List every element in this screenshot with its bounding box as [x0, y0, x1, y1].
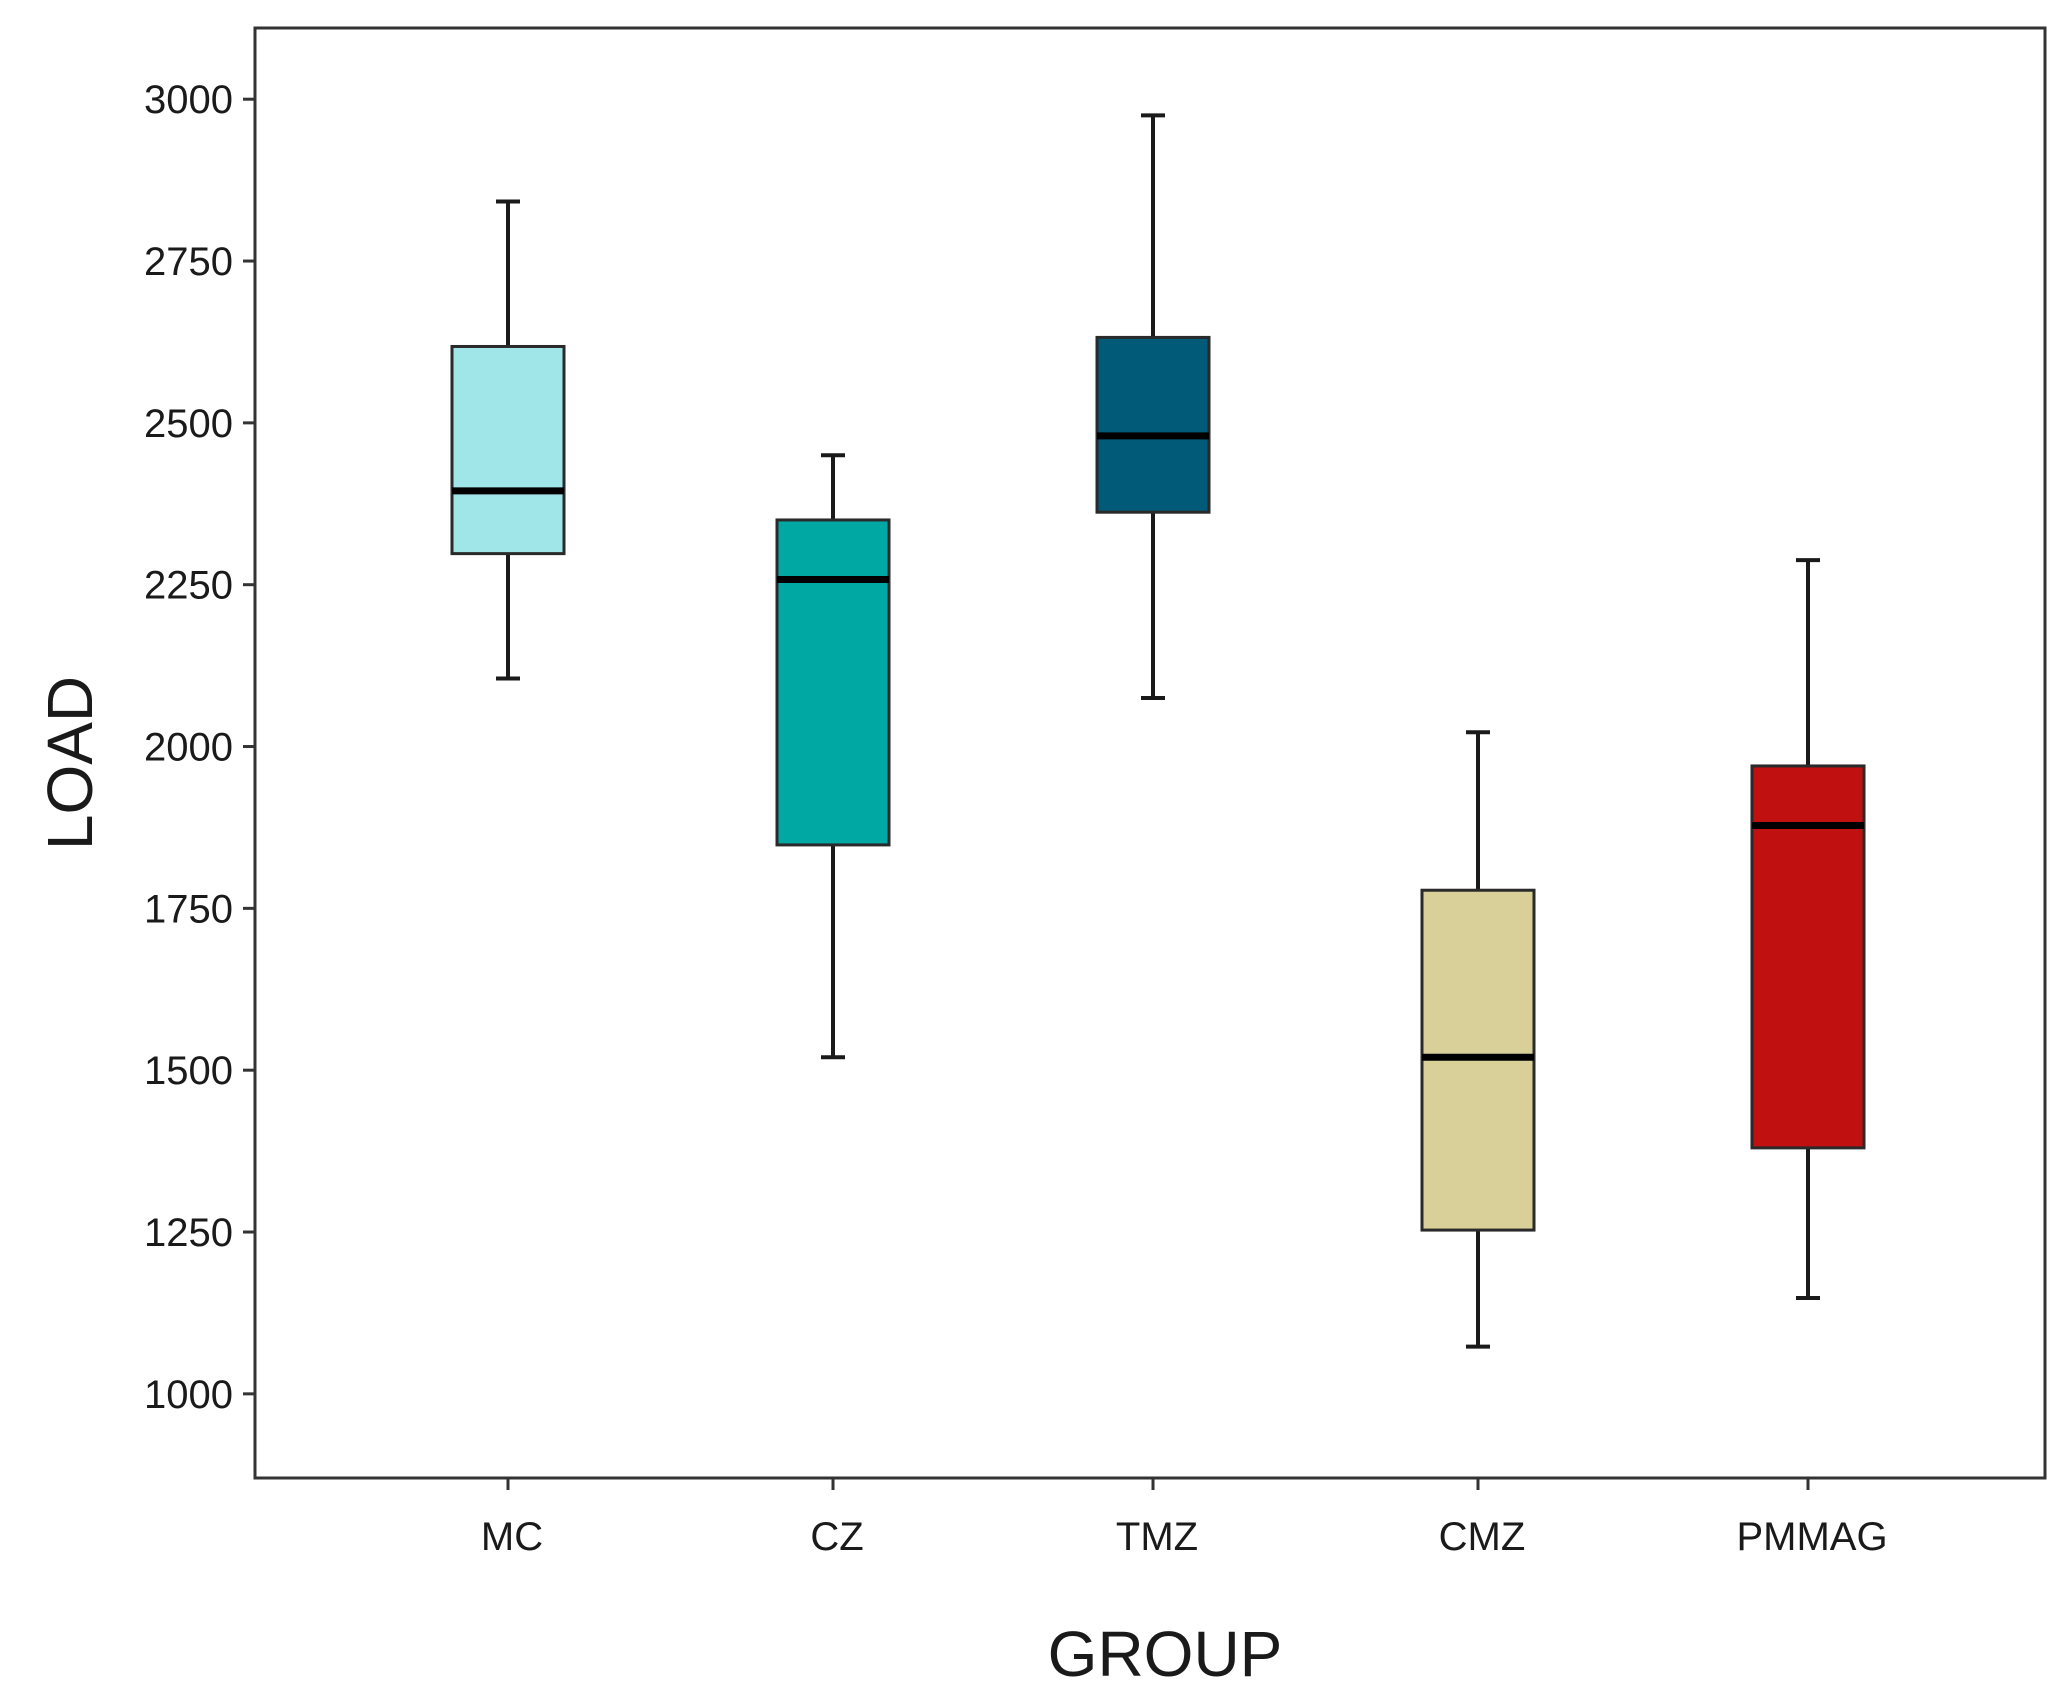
y-tick-label: 2750 — [144, 240, 233, 284]
iqr-box — [1095, 335, 1211, 514]
y-axis: 1000 1250 1500 1750 2000 2250 2500 2750 3000 — [144, 78, 255, 1417]
box-pmmag — [1750, 558, 1866, 1301]
box-cmz — [1420, 730, 1536, 1349]
y-tick-label: 1000 — [144, 1373, 233, 1417]
y-axis-title: LOAD — [34, 676, 106, 850]
y-tick-label: 2000 — [144, 726, 233, 770]
x-tick-label: TMZ — [1116, 1515, 1198, 1559]
plot-frame — [253, 26, 2047, 1480]
iqr-box — [775, 518, 891, 847]
iqr-box — [450, 344, 566, 556]
boxes-layer — [450, 113, 1866, 1349]
box-tmz — [1095, 113, 1211, 700]
y-tick-label: 1500 — [144, 1049, 233, 1093]
x-tick-label: CZ — [810, 1515, 863, 1559]
x-tick-label: PMMAG — [1736, 1515, 1887, 1559]
y-tick-label: 1250 — [144, 1211, 233, 1255]
box-cz — [775, 453, 891, 1060]
iqr-box — [1750, 764, 1866, 1150]
x-tick-label: CMZ — [1439, 1515, 1526, 1559]
x-axis-title: GROUP — [1048, 1618, 1283, 1690]
x-tick-label: MC — [481, 1515, 543, 1559]
x-axis: MC CZ TMZ CMZ PMMAG — [481, 1478, 1888, 1559]
y-tick-label: 2250 — [144, 564, 233, 608]
y-tick-label: 2500 — [144, 402, 233, 446]
box-mc — [450, 199, 566, 681]
y-tick-label: 3000 — [144, 78, 233, 122]
y-tick-label: 1750 — [144, 887, 233, 931]
